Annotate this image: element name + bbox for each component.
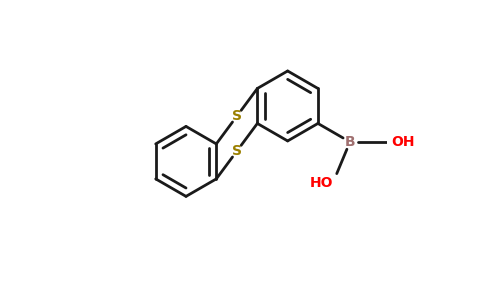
Text: OH: OH [391, 135, 414, 149]
Text: HO: HO [309, 176, 333, 190]
Text: B: B [345, 135, 355, 149]
Text: S: S [232, 144, 242, 158]
Text: S: S [232, 109, 242, 123]
